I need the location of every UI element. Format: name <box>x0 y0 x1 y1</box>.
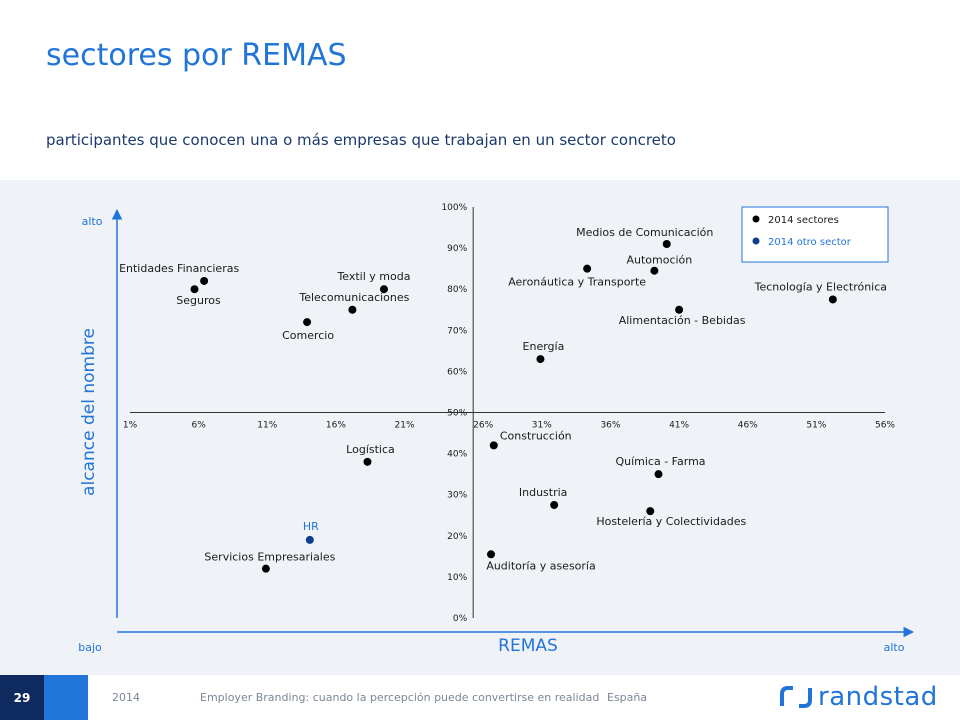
legend-marker <box>752 237 760 245</box>
x-tick-label: 51% <box>806 421 826 431</box>
y-tick-label: 0% <box>453 614 468 624</box>
data-point <box>662 239 671 248</box>
data-point <box>348 305 357 314</box>
x-axis-low-label: bajo <box>78 641 102 654</box>
data-point-label: Química - Farma <box>615 455 705 468</box>
data-point-label: Aeronáutica y Transporte <box>508 276 646 289</box>
data-point-label: Energía <box>523 340 565 353</box>
x-tick-label: 21% <box>395 421 415 431</box>
x-axis-high-label: alto <box>884 641 905 654</box>
data-point-label: Alimentación - Bebidas <box>619 314 746 327</box>
data-point <box>261 564 270 573</box>
y-tick-label: 20% <box>447 532 467 542</box>
y-tick-label: 100% <box>441 203 467 213</box>
chart-canvas: alto bajo alto alcance del nombre REMAS 1% 6% 1… <box>78 203 915 656</box>
data-point <box>536 355 545 364</box>
y-tick-label: 10% <box>447 573 467 583</box>
data-point <box>646 507 655 516</box>
y-tick-label: 40% <box>447 450 467 460</box>
data-point <box>675 305 684 314</box>
data-point-label: Auditoría y asesoría <box>486 559 595 572</box>
page-subtitle: participantes que conocen una o más empr… <box>46 131 676 149</box>
x-tick-label: 1% <box>123 421 138 431</box>
data-point-label: HR <box>303 520 319 533</box>
scatter-chart: alto bajo alto alcance del nombre REMAS 1% 6% 1… <box>0 180 960 675</box>
x-tick-label: 41% <box>669 421 689 431</box>
y-axis-high-label: alto <box>82 215 103 228</box>
y-tick-label: 70% <box>447 326 467 336</box>
footer-country: España <box>607 691 648 704</box>
footer-report-title: Employer Branding: cuando la percepción … <box>200 691 600 704</box>
x-tick-label: 36% <box>600 421 620 431</box>
data-point <box>650 266 659 275</box>
randstad-logo-mark-icon <box>780 686 812 708</box>
x-tick-label: 6% <box>191 421 206 431</box>
page-number: 29 <box>0 675 44 720</box>
data-point-label: Telecomunicaciones <box>298 291 409 304</box>
randstad-logo: randstad <box>780 681 938 713</box>
legend-marker <box>752 215 760 223</box>
data-point <box>190 285 199 294</box>
legend-box <box>741 206 889 263</box>
data-point <box>303 318 312 327</box>
footer-accent-strip <box>44 675 88 720</box>
legend-label: 2014 otro sector <box>768 237 852 248</box>
y-tick-label: 60% <box>447 367 467 377</box>
data-point <box>363 457 372 466</box>
data-point <box>305 535 314 544</box>
data-point-label: Entidades Financieras <box>119 262 239 275</box>
y-tick-label: 80% <box>447 285 467 295</box>
y-tick-label: 90% <box>447 244 467 254</box>
data-point-label: Automoción <box>626 254 692 267</box>
page-title: sectores por REMAS <box>46 38 347 73</box>
y-axis-title: alcance del nombre <box>79 328 99 496</box>
x-tick-label: 26% <box>473 421 493 431</box>
data-point <box>828 295 837 304</box>
data-point-label: Comercio <box>282 329 334 342</box>
data-point-label: Seguros <box>176 294 221 307</box>
footer: 29 2014 Employer Branding: cuando la per… <box>0 675 960 720</box>
x-tick-label: 16% <box>326 421 346 431</box>
data-point <box>489 441 498 450</box>
footer-year: 2014 <box>112 691 140 704</box>
data-point-label: Hostelería y Colectividades <box>596 515 746 528</box>
data-point-label: Logística <box>346 443 395 456</box>
randstad-logo-text: randstad <box>818 682 938 712</box>
data-point-label: Tecnología y Electrónica <box>754 280 887 293</box>
y-tick-label: 30% <box>447 491 467 501</box>
y-tick-label: 50% <box>447 409 467 419</box>
data-point-label: Textil y moda <box>336 270 410 283</box>
data-point-label: Servicios Empresariales <box>204 551 335 564</box>
x-tick-label: 31% <box>532 421 552 431</box>
x-tick-label: 56% <box>875 421 895 431</box>
data-point <box>550 500 559 509</box>
data-point-label: Medios de Comunicación <box>576 226 713 239</box>
data-point <box>379 285 388 294</box>
legend-label: 2014 sectores <box>768 215 839 226</box>
data-point <box>200 276 209 285</box>
x-tick-label: 46% <box>738 421 758 431</box>
data-point <box>487 550 496 559</box>
x-axis-title: REMAS <box>498 636 558 656</box>
data-point-label: Industria <box>519 486 568 499</box>
x-tick-label: 11% <box>257 421 277 431</box>
data-point <box>654 470 663 479</box>
data-point <box>583 264 592 273</box>
data-point-label: Construcción <box>500 429 572 442</box>
